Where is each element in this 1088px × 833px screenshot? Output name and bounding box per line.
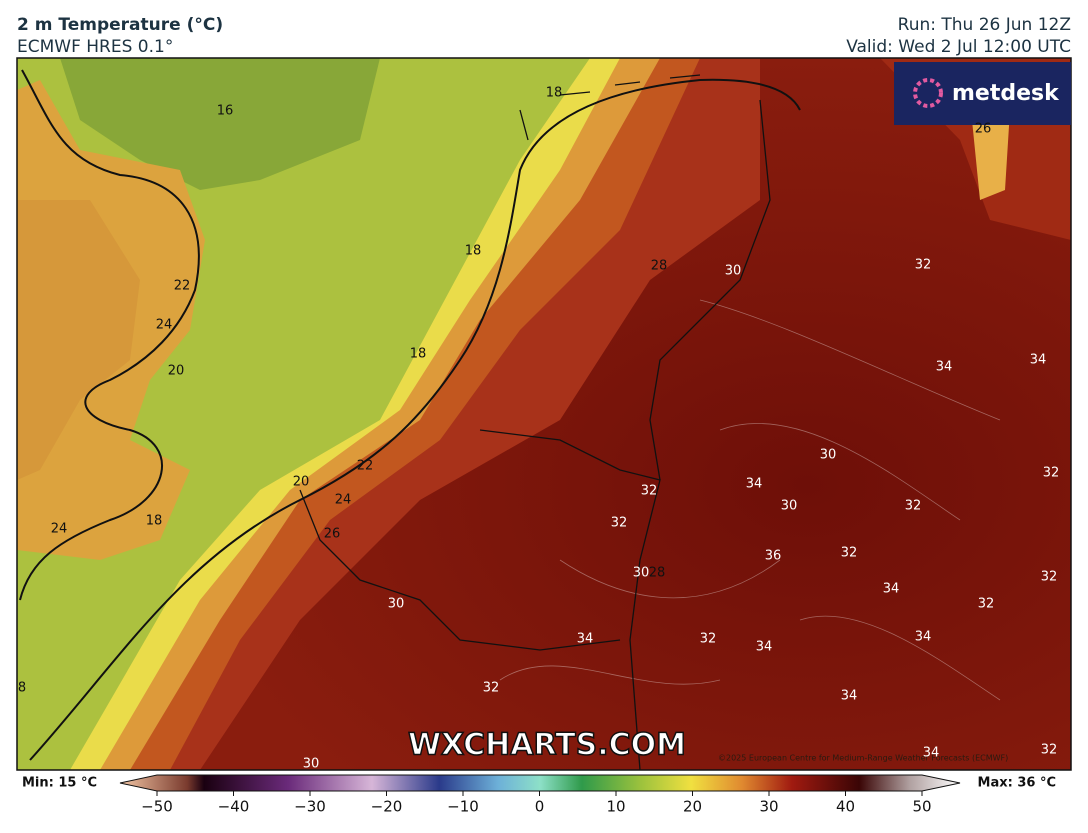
map-title: 2 m Temperature (°C) xyxy=(17,15,223,35)
copyright: ©2025 European Centre for Medium-Range W… xyxy=(718,754,1008,763)
contour-label: 26 xyxy=(975,122,992,137)
contour-label: 32 xyxy=(700,632,717,647)
valid-time: Valid: Wed 2 Jul 12:00 UTC xyxy=(846,37,1071,57)
watermark: WXCHARTS.COM xyxy=(408,728,686,763)
colorbar-tick-label: −20 xyxy=(371,798,403,816)
contour-label: 34 xyxy=(756,640,773,655)
contour-label: 34 xyxy=(915,630,932,645)
contour-label: 28 xyxy=(651,259,668,274)
colorbar-ticks: −50 −40 −30 −20 −10 0 10 20 30 40 50 xyxy=(141,791,932,816)
map-subtitle: ECMWF HRES 0.1° xyxy=(17,37,173,57)
contour-label: 34 xyxy=(746,477,763,492)
colorbar-tick-label: −40 xyxy=(218,798,250,816)
contour-label: 32 xyxy=(483,681,500,696)
colorbar-tick-label: 0 xyxy=(535,798,545,816)
contour-label: 30 xyxy=(725,264,742,279)
contour-label: 34 xyxy=(577,632,594,647)
contour-label: 32 xyxy=(978,597,995,612)
colorbar-tick-label: −10 xyxy=(447,798,479,816)
contour-label: 30 xyxy=(820,448,837,463)
contour-label: 26 xyxy=(324,527,341,542)
contour-label: 32 xyxy=(611,516,628,531)
contour-label: 24 xyxy=(51,522,68,537)
contour-label: 30 xyxy=(388,597,405,612)
contour-label: 8 xyxy=(18,681,26,696)
contour-label: 18 xyxy=(146,514,163,529)
map-frame xyxy=(16,57,1072,771)
contour-label: 18 xyxy=(410,347,427,362)
contour-label: 34 xyxy=(1030,353,1047,368)
contour-label: 24 xyxy=(335,493,352,508)
contour-label: 20 xyxy=(293,475,310,490)
colorbar-tick-label: 20 xyxy=(683,798,702,816)
contour-label: 30 xyxy=(303,757,320,772)
contour-label: 34 xyxy=(841,689,858,704)
contour-label: 16 xyxy=(217,104,234,119)
colorbar-tick-label: −30 xyxy=(294,798,326,816)
contour-label: 32 xyxy=(641,484,658,499)
contour-label: 18 xyxy=(546,86,563,101)
colorbar-tick-label: −50 xyxy=(141,798,173,816)
contour-label: 34 xyxy=(923,746,940,761)
contour-label: 28 xyxy=(649,566,666,581)
contour-label: 30 xyxy=(633,566,650,581)
contour-label: 36 xyxy=(765,549,782,564)
max-label: Max: 36 °C xyxy=(978,776,1056,791)
colorbar-tick-label: 50 xyxy=(912,798,931,816)
contour-label: 34 xyxy=(883,582,900,597)
logo-text: metdesk xyxy=(952,81,1060,106)
contour-label: 32 xyxy=(841,546,858,561)
colorbar-tick-label: 30 xyxy=(759,798,778,816)
contour-label: 30 xyxy=(781,499,798,514)
colorbar-tick-label: 10 xyxy=(606,798,625,816)
contour-label: 20 xyxy=(168,364,185,379)
run-time: Run: Thu 26 Jun 12Z xyxy=(898,15,1071,35)
colorbar xyxy=(119,774,961,792)
metdesk-logo: metdesk xyxy=(894,62,1071,125)
contour-label: 18 xyxy=(465,244,482,259)
contour-label: 32 xyxy=(1041,743,1058,758)
contour-label: 32 xyxy=(905,499,922,514)
map-field xyxy=(17,58,1071,770)
contour-label: 32 xyxy=(915,258,932,273)
min-label: Min: 15 °C xyxy=(22,776,97,791)
contour-label: 22 xyxy=(174,279,191,294)
contour-label: 24 xyxy=(156,318,173,333)
contour-label: 34 xyxy=(936,360,953,375)
colorbar-tick-label: 40 xyxy=(836,798,855,816)
contour-label: 32 xyxy=(1043,466,1060,481)
contour-label: 22 xyxy=(357,459,374,474)
contour-label: 32 xyxy=(1041,570,1058,585)
